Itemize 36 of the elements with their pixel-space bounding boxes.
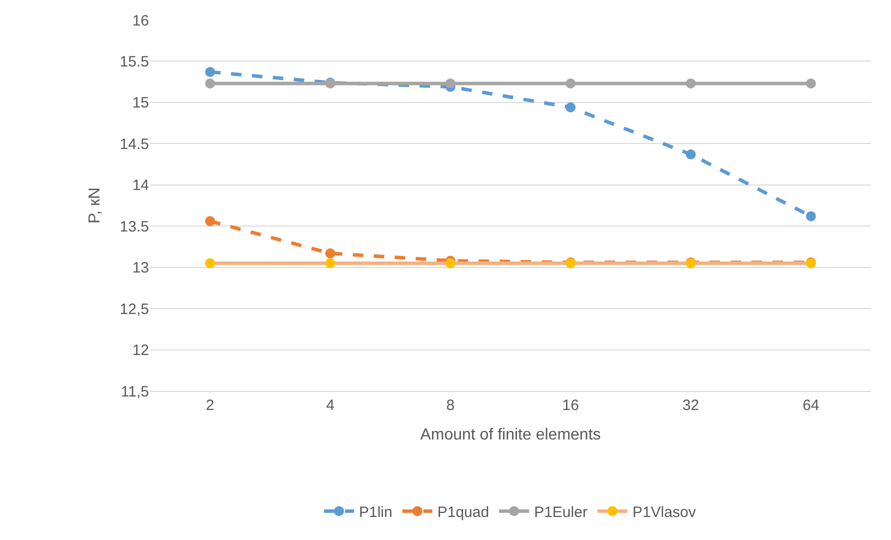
point (566, 78, 576, 88)
y-tick-label: 14 (132, 177, 149, 194)
y-tick-label: 14.5 (120, 136, 149, 153)
legend-label: P1Euler (534, 504, 588, 521)
y-tick-label: 12 (132, 342, 149, 360)
point (566, 102, 576, 112)
y-tick-label: 12,5 (120, 300, 149, 318)
point (445, 78, 456, 88)
x-tick-label: 2 (206, 397, 214, 414)
point (686, 149, 696, 160)
y-tick-label: 11,5 (120, 383, 149, 400)
legend-label: P1Vlasov (632, 504, 696, 521)
x-tick-label: 8 (446, 397, 455, 414)
x-tick-label: 4 (326, 397, 334, 414)
point (325, 248, 336, 258)
point (205, 78, 216, 88)
y-tick-label: 13 (132, 260, 149, 277)
point (806, 78, 816, 88)
point (205, 216, 216, 226)
point (325, 258, 336, 268)
point (205, 258, 216, 268)
y-tick-label: 16 (132, 12, 149, 30)
y-tick-label: 15 (132, 94, 149, 112)
point (806, 211, 816, 222)
x-tick-label: 32 (682, 397, 700, 414)
y-axis-title: P, кN (86, 187, 104, 224)
point (686, 78, 696, 88)
y-tick-label: 13.5 (120, 218, 149, 236)
legend-label: P1quad (437, 504, 490, 521)
point (205, 66, 216, 77)
x-tick-label: 64 (802, 397, 820, 414)
point (445, 258, 456, 268)
legend-label: P1lin (359, 504, 392, 521)
x-tick-label: 16 (562, 397, 579, 414)
y-tick-label: 15.5 (120, 53, 149, 70)
x-axis-title: Amount of finite elements (420, 426, 601, 444)
